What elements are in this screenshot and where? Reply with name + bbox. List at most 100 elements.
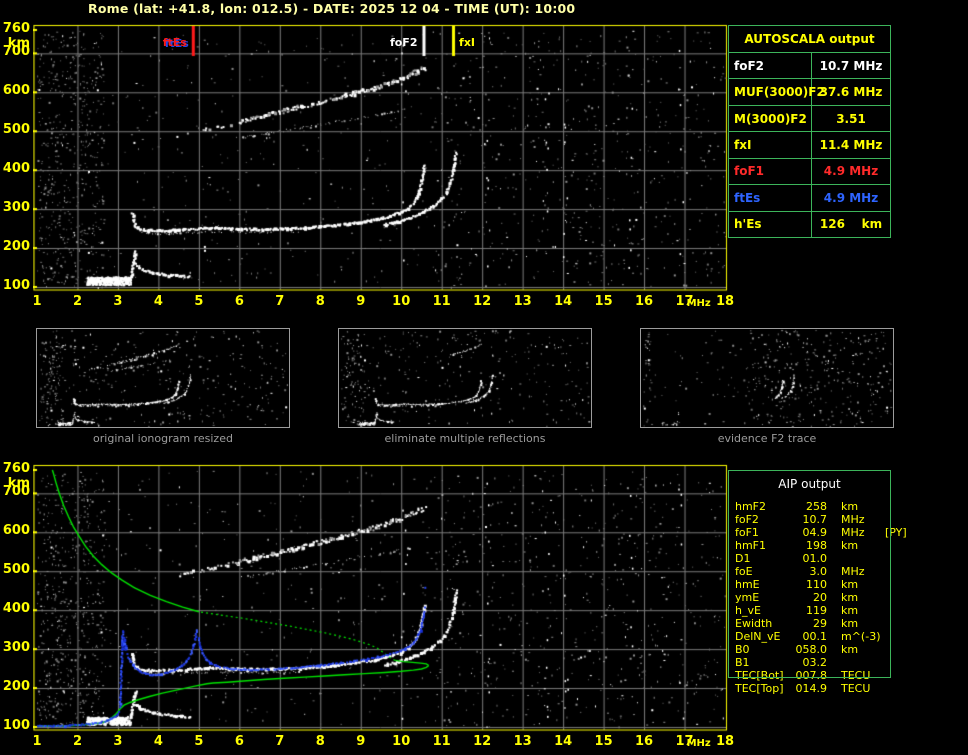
axis-tick-label: 6 (234, 294, 244, 309)
aip-name: TEC[Top] (735, 682, 784, 695)
thumbnail-eliminate-reflections (338, 328, 592, 428)
aip-name: B1 (735, 656, 750, 669)
aip-val: 258 (806, 500, 827, 513)
autoscala-row-hes: h'Es 126 km (729, 211, 890, 237)
parameter-value: 4.9 MHz (823, 164, 879, 179)
aip-val: 058.0 (795, 643, 828, 656)
axis-tick-label: 8 (315, 294, 325, 309)
aip-unit: km (841, 591, 859, 604)
axis-tick-label: 300 (2, 640, 30, 656)
autoscala-row-muf3000f2: MUF(3000)F2 37.6 MHz (729, 79, 890, 106)
axis-tick-label: 2 (72, 734, 82, 749)
main-ionogram-canvas (33, 24, 728, 292)
aip-name: B0 (735, 643, 750, 656)
aip-row-ewidth: Ewidth 29 km (729, 617, 959, 630)
axis-tick-label: 5 (194, 294, 204, 309)
aip-row-d1: D1 01.0 (729, 552, 959, 565)
parameter-label: M(3000)F2 (729, 105, 812, 132)
aip-row-yme: ymE 20 km (729, 591, 959, 604)
axis-tick-label: 10 (392, 294, 411, 309)
axis-tick-label: 100 (2, 717, 30, 733)
aip-val: 20 (813, 591, 827, 604)
parameter-label: foF2 (729, 53, 812, 79)
axis-tick-label: 15 (594, 294, 613, 309)
aip-unit (841, 552, 875, 565)
aip-row-fof2: foF2 10.7 MHz (729, 513, 959, 526)
marker-label-fof2: foF2 (389, 36, 418, 49)
parameter-value: 4.9 MHz (823, 190, 879, 205)
aip-row-b0: B0 058.0 km (729, 643, 959, 656)
aip-unit: m^(-3) (841, 630, 881, 643)
parameter-label: fxI (729, 132, 812, 158)
axis-tick-label: 7 (275, 734, 285, 749)
aip-name: h_vE (735, 604, 761, 617)
aip-name: D1 (735, 552, 751, 565)
parameter-value: 3.51 (836, 111, 866, 126)
aip-note: [PY] (885, 526, 907, 539)
axis-tick-label: 14 (554, 294, 573, 309)
aip-val: 007.8 (795, 669, 828, 682)
aip-name: hmF2 (735, 500, 767, 513)
aip-unit: TECU (841, 669, 871, 682)
aip-val: 29 (813, 617, 827, 630)
axis-tick-label: 500 (2, 562, 30, 578)
aip-row-foe: foE 3.0 MHz (729, 565, 959, 578)
aip-val: 3.0 (809, 565, 828, 578)
aip-unit: km (841, 617, 859, 630)
parameter-label: MUF(3000)F2 (729, 79, 825, 105)
aip-unit: km (841, 539, 859, 552)
aip-table-title: AIP output (778, 477, 841, 491)
x-axis-unit-label: MHz (686, 738, 711, 749)
autoscala-row-fof2: foF2 10.7 MHz (729, 53, 890, 80)
aip-val: 04.9 (802, 526, 828, 539)
axis-tick-label: 3 (113, 294, 123, 309)
axis-tick-label: 700 (2, 484, 30, 500)
axis-tick-label: 17 (675, 294, 694, 309)
axis-tick-label: 18 (715, 294, 735, 309)
aip-val: 119 (806, 604, 827, 617)
axis-tick-label: 12 (473, 294, 492, 309)
axis-tick-label: 9 (356, 294, 366, 309)
thumbnail-caption: eliminate multiple reflections (384, 432, 546, 445)
parameter-value: 126 km (819, 217, 883, 232)
aip-name: hmE (735, 578, 760, 591)
parameter-label: ftEs (729, 185, 812, 211)
axis-tick-label: 11 (432, 734, 451, 749)
thumbnail-caption: original ionogram resized (93, 432, 233, 445)
x-axis-unit-label: MHz (686, 298, 711, 309)
axis-tick-label: 400 (2, 161, 30, 177)
aip-row-tectop: TEC[Top] 014.9 TECU (729, 682, 959, 695)
thumbnail-evidence-f2-trace (640, 328, 894, 428)
axis-tick-label: 6 (234, 734, 244, 749)
axis-tick-label: 1 (32, 734, 42, 749)
axis-tick-label: 4 (153, 294, 163, 309)
axis-tick-label: 760 (2, 21, 30, 36)
aip-unit: MHz (841, 526, 865, 539)
aip-unit: km (841, 643, 859, 656)
parameter-label: foF1 (729, 158, 812, 185)
axis-tick-label: 600 (2, 83, 30, 99)
aip-row-fof1: foF1 04.9 MHz [PY] (729, 526, 959, 539)
aip-table-rows: hmF2 258 km foF2 10.7 MHz foF1 04.9 MHz [PY] hmF1 1… (729, 500, 959, 695)
marker-label-fxi: fxI (459, 36, 476, 49)
axis-tick-label: 2 (72, 294, 82, 309)
axis-tick-label: 700 (2, 44, 30, 60)
aip-row-delnve: DelN_vE 00.1 m^(-3) (729, 630, 959, 643)
axis-tick-label: 13 (513, 734, 532, 749)
aip-unit: km (841, 500, 859, 513)
axis-tick-label: 600 (2, 523, 30, 539)
aip-name: DelN_vE (735, 630, 781, 643)
axis-tick-label: 13 (513, 294, 532, 309)
autoscala-row-fof1: foF1 4.9 MHz (729, 158, 890, 186)
y-axis-unit-label: km (7, 36, 30, 51)
axis-tick-label: 5 (194, 734, 204, 749)
autoscala-table-title: AUTOSCALA output (729, 26, 890, 53)
aip-name: hmF1 (735, 539, 767, 552)
axis-tick-label: 760 (2, 461, 30, 476)
aip-name: foF1 (735, 526, 759, 539)
axis-tick-label: 10 (392, 734, 411, 749)
aip-val: 01.0 (802, 552, 828, 565)
axis-tick-label: 300 (2, 200, 30, 216)
aip-name: foF2 (735, 513, 759, 526)
parameter-label: h'Es (729, 211, 812, 237)
